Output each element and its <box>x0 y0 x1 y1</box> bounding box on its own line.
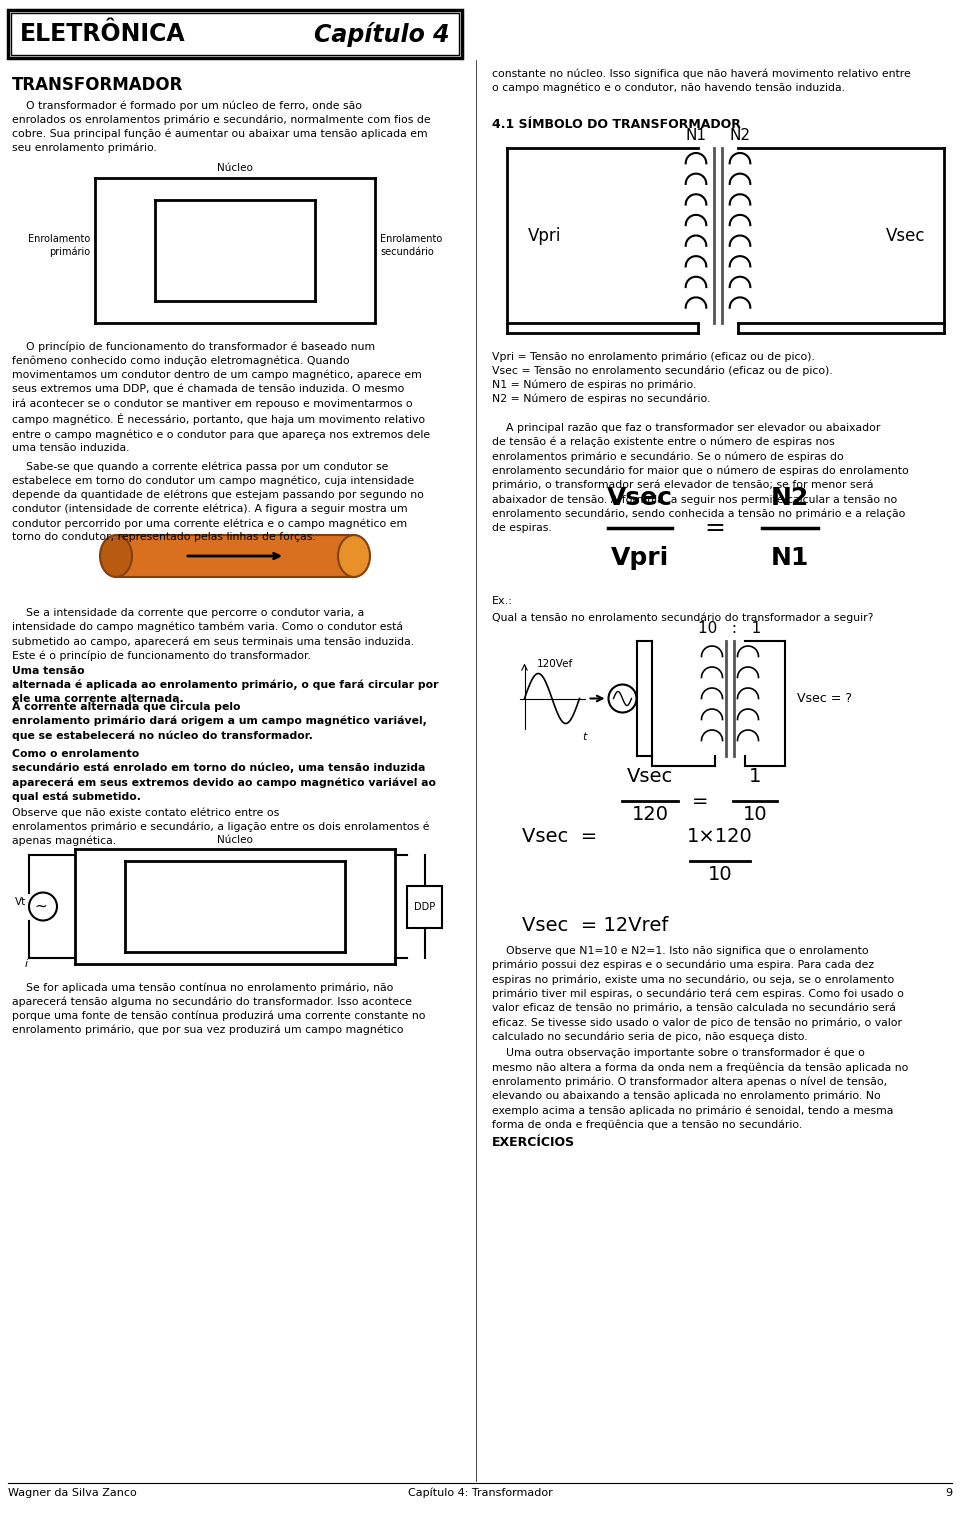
Bar <box>11 14 459 55</box>
Text: t: t <box>583 731 587 742</box>
Text: O transformador é formado por um núcleo de ferro, onde são
enrolados os enrolame: O transformador é formado por um núcleo … <box>12 101 431 154</box>
Text: 120Vef: 120Vef <box>537 658 573 669</box>
Text: N1: N1 <box>685 128 707 143</box>
Text: 10: 10 <box>743 806 767 824</box>
Text: N1: N1 <box>771 547 809 570</box>
Text: 120: 120 <box>632 806 668 824</box>
Text: Vsec  = 12Vref: Vsec = 12Vref <box>522 915 668 935</box>
Text: Vsec  =: Vsec = <box>522 827 597 845</box>
Text: Enrolamento
primário: Enrolamento primário <box>28 235 90 257</box>
Text: Uma outra observação importante sobre o transformador é que o
mesmo não altera a: Uma outra observação importante sobre o … <box>492 1048 908 1130</box>
Text: Uma tensão
alternada é aplicada ao enrolamento primário, o que fará circular por: Uma tensão alternada é aplicada ao enrol… <box>12 666 439 704</box>
Text: DDP: DDP <box>414 902 435 911</box>
Text: Capítulo 4: Transformador: Capítulo 4: Transformador <box>408 1488 552 1499</box>
Text: TRANSFORMADOR: TRANSFORMADOR <box>12 76 183 94</box>
Bar <box>8 11 462 58</box>
Text: i: i <box>24 959 28 969</box>
Text: ELETRÔNICA: ELETRÔNICA <box>20 21 185 46</box>
Text: Vsec = ?: Vsec = ? <box>797 691 852 705</box>
Text: Se a intensidade da corrente que percorre o condutor varia, a
intensidade do cam: Se a intensidade da corrente que percorr… <box>12 608 414 661</box>
Text: A principal razão que faz o transformador ser elevador ou abaixador
de tensão é : A principal razão que faz o transformado… <box>492 423 909 533</box>
Text: Vpri = Tensão no enrolamento primário (eficaz ou de pico).
Vsec = Tensão no enro: Vpri = Tensão no enrolamento primário (e… <box>492 350 832 405</box>
Text: Qual a tensão no enrolamento secundário do transformador a seguir?: Qual a tensão no enrolamento secundário … <box>492 612 874 623</box>
Text: Núcleo: Núcleo <box>217 163 252 174</box>
Ellipse shape <box>100 535 132 577</box>
Text: Vsec: Vsec <box>886 227 925 245</box>
Bar <box>116 535 354 577</box>
Text: EXERCÍCIOS: EXERCÍCIOS <box>492 1136 575 1148</box>
Text: ~: ~ <box>35 899 47 914</box>
Text: Observe que N1=10 e N2=1. Isto não significa que o enrolamento
primário possui d: Observe que N1=10 e N2=1. Isto não signi… <box>492 946 904 1042</box>
Text: 4.1 SÍMBOLO DO TRANSFORMADOR: 4.1 SÍMBOLO DO TRANSFORMADOR <box>492 117 741 131</box>
Text: Como o enrolamento
secundário está enrolado em torno do núcleo, uma tensão induz: Como o enrolamento secundário está enrol… <box>12 749 436 803</box>
Text: Vt: Vt <box>14 897 26 906</box>
Text: Observe que não existe contato elétrico entre os
enrolamentos primário e secundá: Observe que não existe contato elétrico … <box>12 807 429 847</box>
Text: =: = <box>705 516 726 541</box>
Text: 9: 9 <box>945 1488 952 1499</box>
Bar <box>407 885 442 928</box>
Text: N2: N2 <box>730 128 751 143</box>
Text: A corrente alternada que circula pelo
enrolamento primário dará origem a um camp: A corrente alternada que circula pelo en… <box>12 702 427 740</box>
Text: N2: N2 <box>771 486 809 510</box>
Text: Vpri: Vpri <box>528 227 562 245</box>
Text: Ex.:: Ex.: <box>492 595 513 606</box>
Text: Núcleo: Núcleo <box>217 835 252 845</box>
Text: O princípio de funcionamento do transformador é baseado num
fenômeno conhecido c: O princípio de funcionamento do transfor… <box>12 341 430 454</box>
Text: 1: 1 <box>749 768 761 786</box>
Text: Vsec: Vsec <box>627 768 673 786</box>
Text: 10   :   1: 10 : 1 <box>698 621 761 637</box>
Ellipse shape <box>338 535 370 577</box>
Text: Wagner da Silva Zanco: Wagner da Silva Zanco <box>8 1488 136 1499</box>
Text: Capítulo 4: Capítulo 4 <box>314 21 450 47</box>
Text: 10: 10 <box>708 865 732 883</box>
Text: Sabe-se que quando a corrente elétrica passa por um condutor se
estabelece em to: Sabe-se que quando a corrente elétrica p… <box>12 461 424 542</box>
Text: Se for aplicada uma tensão contínua no enrolamento primário, não
aparecerá tensã: Se for aplicada uma tensão contínua no e… <box>12 982 425 1036</box>
Text: 1×120: 1×120 <box>687 827 753 845</box>
Text: Vsec: Vsec <box>607 486 673 510</box>
Text: =: = <box>692 792 708 810</box>
Text: Enrolamento
secundário: Enrolamento secundário <box>380 235 443 257</box>
Text: Vpri: Vpri <box>611 547 669 570</box>
Text: constante no núcleo. Isso significa que não haverá movimento relativo entre
o ca: constante no núcleo. Isso significa que … <box>492 69 911 93</box>
